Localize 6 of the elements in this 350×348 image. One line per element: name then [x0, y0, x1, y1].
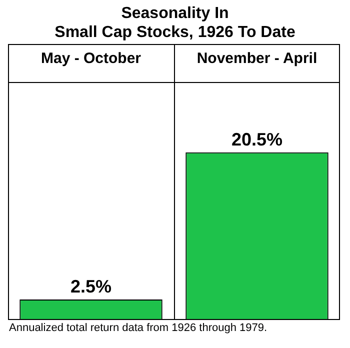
x-tick-label: May - October — [40, 50, 142, 68]
x-tick-label: November - April — [196, 50, 318, 68]
data-label: 20.5% — [231, 129, 283, 150]
text: Annualized total return data from 1926 through 1979. — [9, 322, 268, 335]
data-label: 2.5% — [70, 276, 112, 297]
chart-title: Seasonality In Small Cap Stocks, 1926 To Date — [54, 4, 296, 42]
